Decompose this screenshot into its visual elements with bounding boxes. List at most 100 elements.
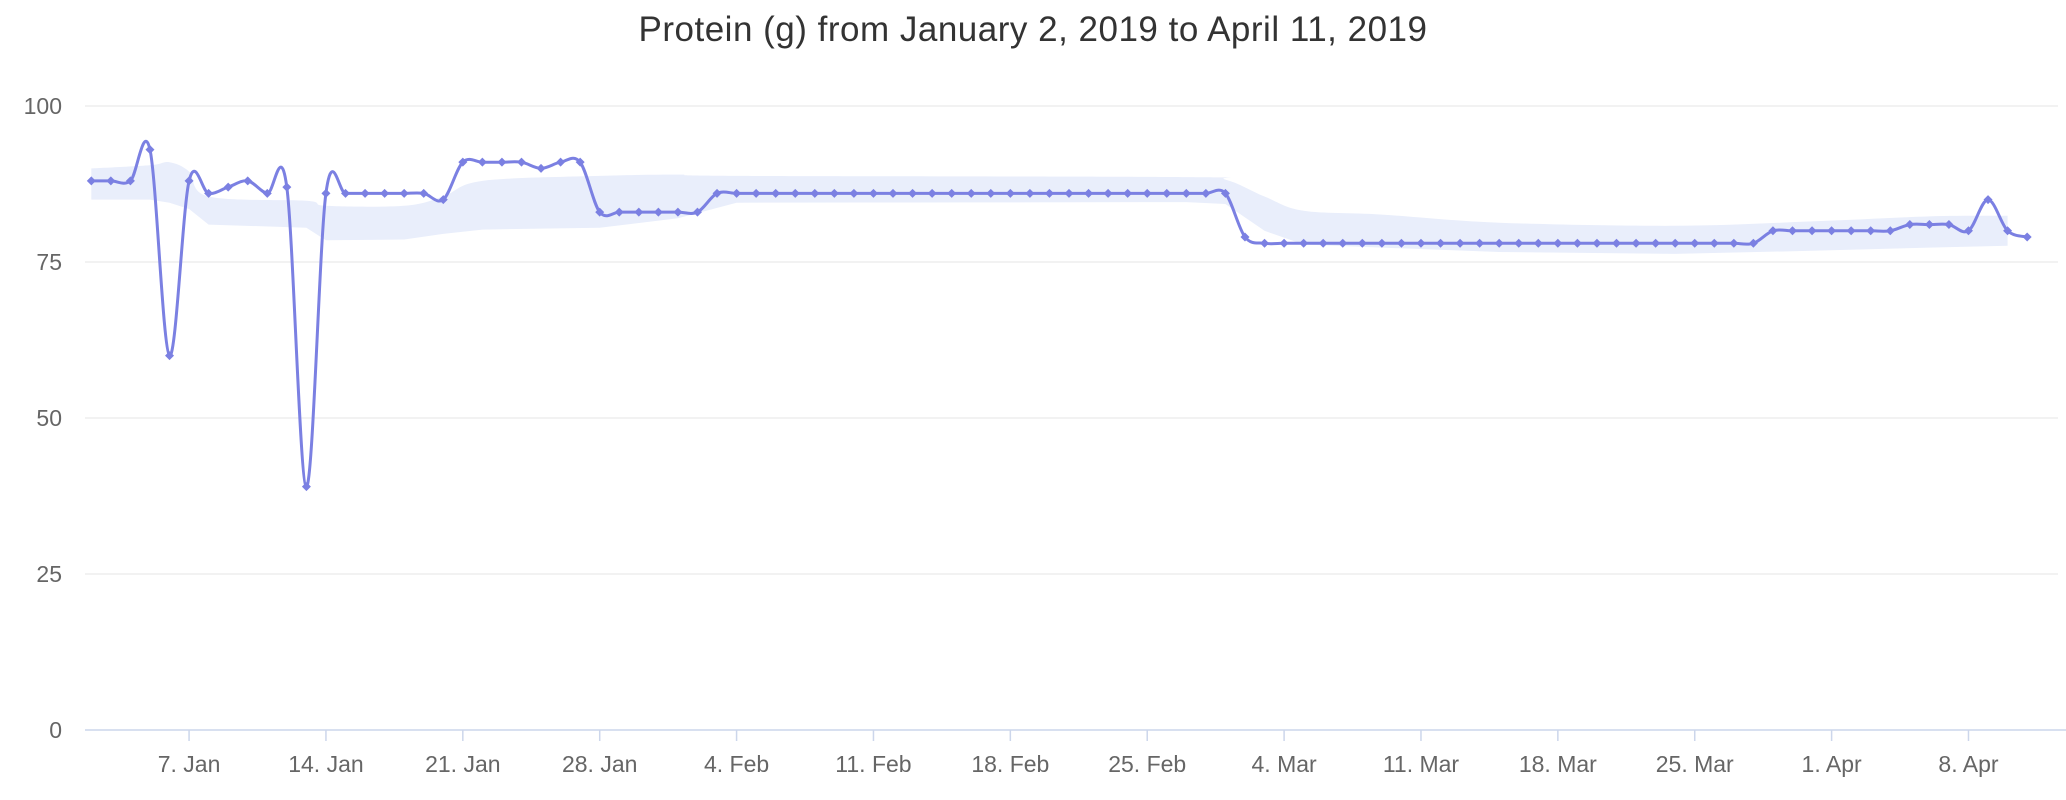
data-point[interactable] xyxy=(1181,188,1191,198)
data-point[interactable] xyxy=(1123,188,1133,198)
data-point[interactable] xyxy=(1963,226,1973,236)
data-point[interactable] xyxy=(1436,238,1446,248)
data-point[interactable] xyxy=(966,188,976,198)
data-point[interactable] xyxy=(458,157,468,167)
data-point[interactable] xyxy=(516,157,526,167)
data-point[interactable] xyxy=(849,188,859,198)
data-point[interactable] xyxy=(1260,238,1270,248)
data-point[interactable] xyxy=(1846,226,1856,236)
data-point[interactable] xyxy=(321,188,331,198)
data-point[interactable] xyxy=(1885,226,1895,236)
data-point[interactable] xyxy=(1748,238,1758,248)
data-point[interactable] xyxy=(1787,226,1797,236)
data-point[interactable] xyxy=(497,157,507,167)
data-point[interactable] xyxy=(1866,226,1876,236)
data-point[interactable] xyxy=(1162,188,1172,198)
data-point[interactable] xyxy=(1025,188,1035,198)
data-point[interactable] xyxy=(1807,226,1817,236)
data-point[interactable] xyxy=(556,157,566,167)
data-point[interactable] xyxy=(751,188,761,198)
data-point[interactable] xyxy=(1944,220,1954,230)
data-point[interactable] xyxy=(1768,226,1778,236)
data-point[interactable] xyxy=(653,207,663,217)
data-point[interactable] xyxy=(986,188,996,198)
data-point[interactable] xyxy=(1044,188,1054,198)
data-point[interactable] xyxy=(1377,238,1387,248)
data-point[interactable] xyxy=(673,207,683,217)
data-point[interactable] xyxy=(1514,238,1524,248)
data-point[interactable] xyxy=(575,157,585,167)
data-point[interactable] xyxy=(614,207,624,217)
data-point[interactable] xyxy=(692,207,702,217)
data-point[interactable] xyxy=(243,176,253,186)
data-point[interactable] xyxy=(1455,238,1465,248)
data-point[interactable] xyxy=(1572,238,1582,248)
data-point[interactable] xyxy=(1494,238,1504,248)
data-point[interactable] xyxy=(1279,238,1289,248)
data-point[interactable] xyxy=(732,188,742,198)
data-point[interactable] xyxy=(1064,188,1074,198)
data-point[interactable] xyxy=(868,188,878,198)
data-point[interactable] xyxy=(262,188,272,198)
data-point[interactable] xyxy=(1924,220,1934,230)
data-point[interactable] xyxy=(1220,188,1230,198)
data-point[interactable] xyxy=(771,188,781,198)
data-point[interactable] xyxy=(1142,188,1152,198)
data-point[interactable] xyxy=(341,188,351,198)
data-point[interactable] xyxy=(1475,238,1485,248)
data-point[interactable] xyxy=(1318,238,1328,248)
data-point[interactable] xyxy=(1827,226,1837,236)
data-point[interactable] xyxy=(1592,238,1602,248)
data-point[interactable] xyxy=(165,351,175,361)
data-point[interactable] xyxy=(477,157,487,167)
data-point[interactable] xyxy=(145,145,155,155)
data-point[interactable] xyxy=(1396,238,1406,248)
data-point[interactable] xyxy=(947,188,957,198)
data-point[interactable] xyxy=(536,163,546,173)
data-point[interactable] xyxy=(1651,238,1661,248)
data-point[interactable] xyxy=(1905,220,1915,230)
data-point[interactable] xyxy=(1299,238,1309,248)
data-point[interactable] xyxy=(908,188,918,198)
data-point[interactable] xyxy=(106,176,116,186)
data-point[interactable] xyxy=(360,188,370,198)
data-point[interactable] xyxy=(810,188,820,198)
data-point[interactable] xyxy=(419,188,429,198)
data-point[interactable] xyxy=(1240,232,1250,242)
data-point[interactable] xyxy=(1983,195,1993,205)
data-point[interactable] xyxy=(1338,238,1348,248)
data-point[interactable] xyxy=(829,188,839,198)
data-point[interactable] xyxy=(2022,232,2032,242)
data-point[interactable] xyxy=(1201,188,1211,198)
data-point[interactable] xyxy=(1416,238,1426,248)
data-point[interactable] xyxy=(399,188,409,198)
data-point[interactable] xyxy=(712,188,722,198)
data-point[interactable] xyxy=(1103,188,1113,198)
data-point[interactable] xyxy=(595,207,605,217)
data-point[interactable] xyxy=(301,482,311,492)
data-point[interactable] xyxy=(184,176,194,186)
data-point[interactable] xyxy=(380,188,390,198)
data-point[interactable] xyxy=(1553,238,1563,248)
data-point[interactable] xyxy=(1690,238,1700,248)
data-point[interactable] xyxy=(927,188,937,198)
data-point[interactable] xyxy=(1709,238,1719,248)
data-point[interactable] xyxy=(888,188,898,198)
data-point[interactable] xyxy=(1533,238,1543,248)
data-point[interactable] xyxy=(1357,238,1367,248)
data-point[interactable] xyxy=(282,182,292,192)
data-point[interactable] xyxy=(1670,238,1680,248)
data-point[interactable] xyxy=(2003,226,2013,236)
data-point[interactable] xyxy=(125,176,135,186)
data-point[interactable] xyxy=(438,195,448,205)
data-point[interactable] xyxy=(1612,238,1622,248)
data-point[interactable] xyxy=(1005,188,1015,198)
data-point[interactable] xyxy=(634,207,644,217)
data-point[interactable] xyxy=(204,188,214,198)
data-point[interactable] xyxy=(223,182,233,192)
data-point[interactable] xyxy=(790,188,800,198)
data-point[interactable] xyxy=(86,176,96,186)
data-point[interactable] xyxy=(1084,188,1094,198)
data-point[interactable] xyxy=(1631,238,1641,248)
data-point[interactable] xyxy=(1729,238,1739,248)
